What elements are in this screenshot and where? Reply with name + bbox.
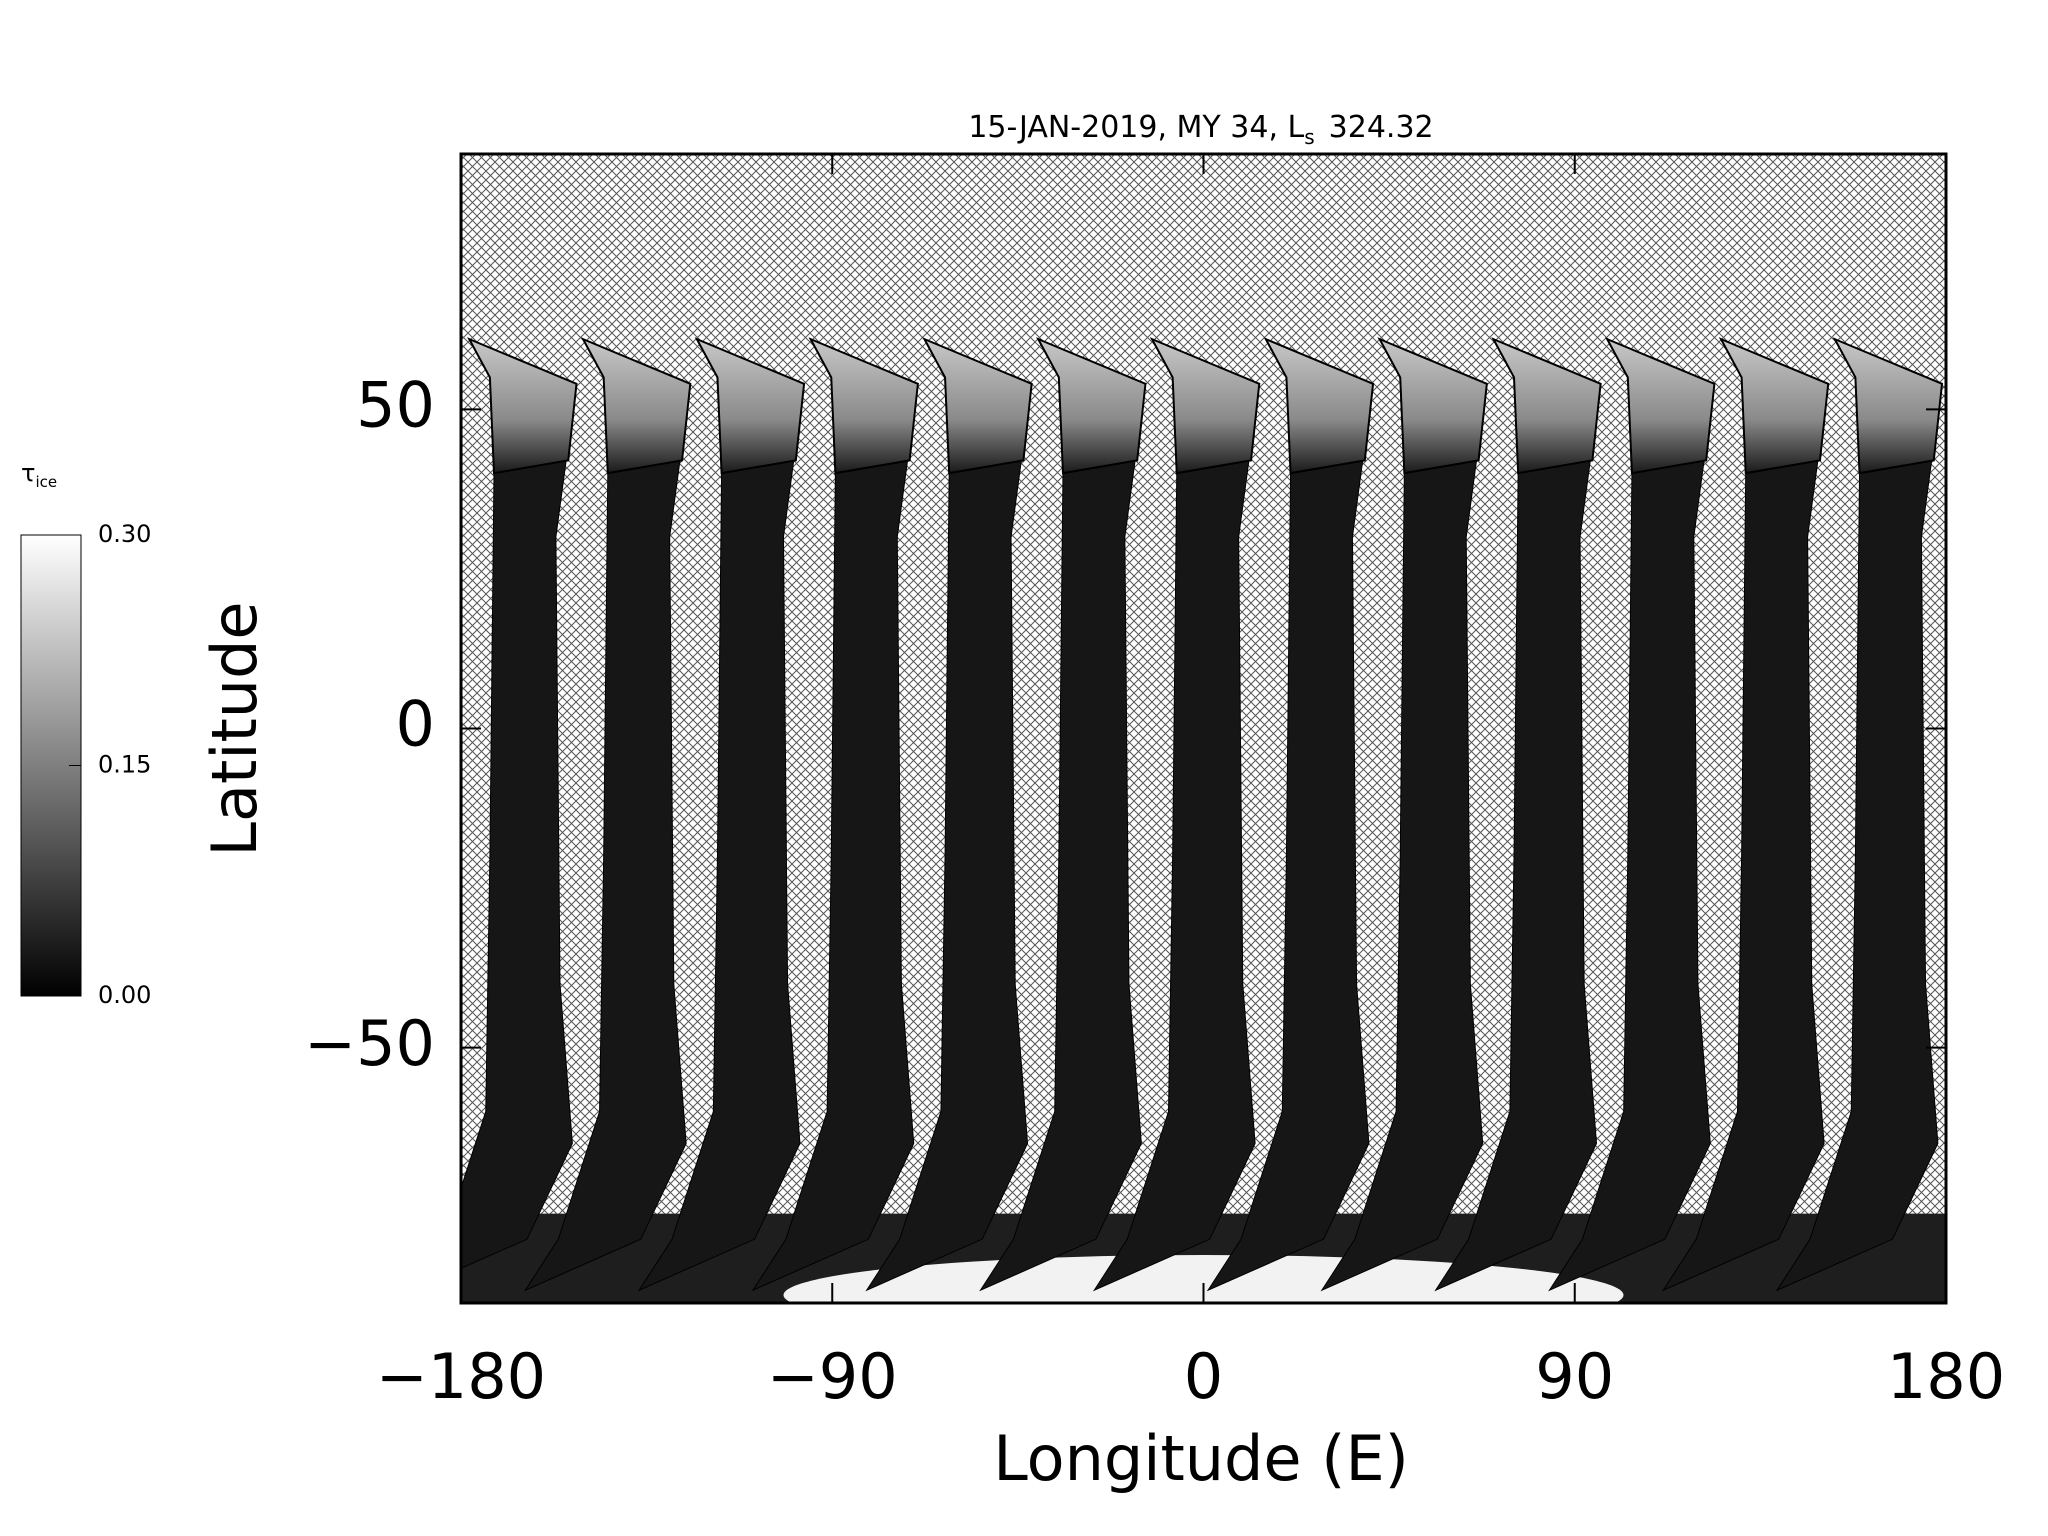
swath-cap: [694, 337, 806, 475]
y-tick-label: 50: [356, 368, 435, 441]
y-tick-label: −50: [304, 1007, 435, 1080]
swath-cap: [467, 337, 578, 475]
y-tick-label: 0: [396, 688, 435, 761]
colorbar-tick-label: 0.00: [98, 981, 151, 1009]
x-axis-label: Longitude (E): [993, 1422, 1409, 1495]
y-axis-label: Latitude: [198, 601, 271, 856]
x-tick-label: −180: [376, 1340, 546, 1413]
swath-cap: [1149, 337, 1261, 475]
x-tick-label: 90: [1535, 1340, 1614, 1413]
swath-cap: [580, 337, 692, 475]
swath-cap: [1832, 337, 1944, 475]
swath-cap: [1377, 337, 1488, 475]
swath-cap: [1491, 337, 1602, 475]
colorbar-label: τice: [21, 459, 57, 491]
x-tick-label: 180: [1887, 1340, 2005, 1413]
colorbar-subscript: ice: [35, 473, 57, 491]
swath-cap: [1035, 337, 1147, 475]
swath-cap: [808, 337, 919, 475]
colorbar-tick-label: 0.15: [98, 751, 151, 779]
chart-title: 15-JAN-2019, MY 34, Ls 324.32: [968, 110, 1433, 149]
swath-cap: [1263, 337, 1375, 475]
x-tick-label: −90: [767, 1340, 898, 1413]
polar-cap: [783, 1255, 1624, 1303]
colorbar-tick-label: 0.30: [98, 520, 151, 548]
title-subscript: s: [1304, 125, 1314, 149]
swath: [461, 338, 578, 1269]
swath-cap: [1718, 337, 1830, 475]
colorbar-symbol: τ: [21, 459, 35, 487]
x-tick-label: 0: [1184, 1340, 1223, 1413]
title-text: 15-JAN-2019, MY 34, L: [968, 110, 1304, 145]
swath-cap: [1604, 337, 1716, 475]
map-area: [461, 154, 1946, 1303]
swath-cap: [922, 337, 1033, 475]
title-ls: 324.32: [1329, 110, 1434, 145]
